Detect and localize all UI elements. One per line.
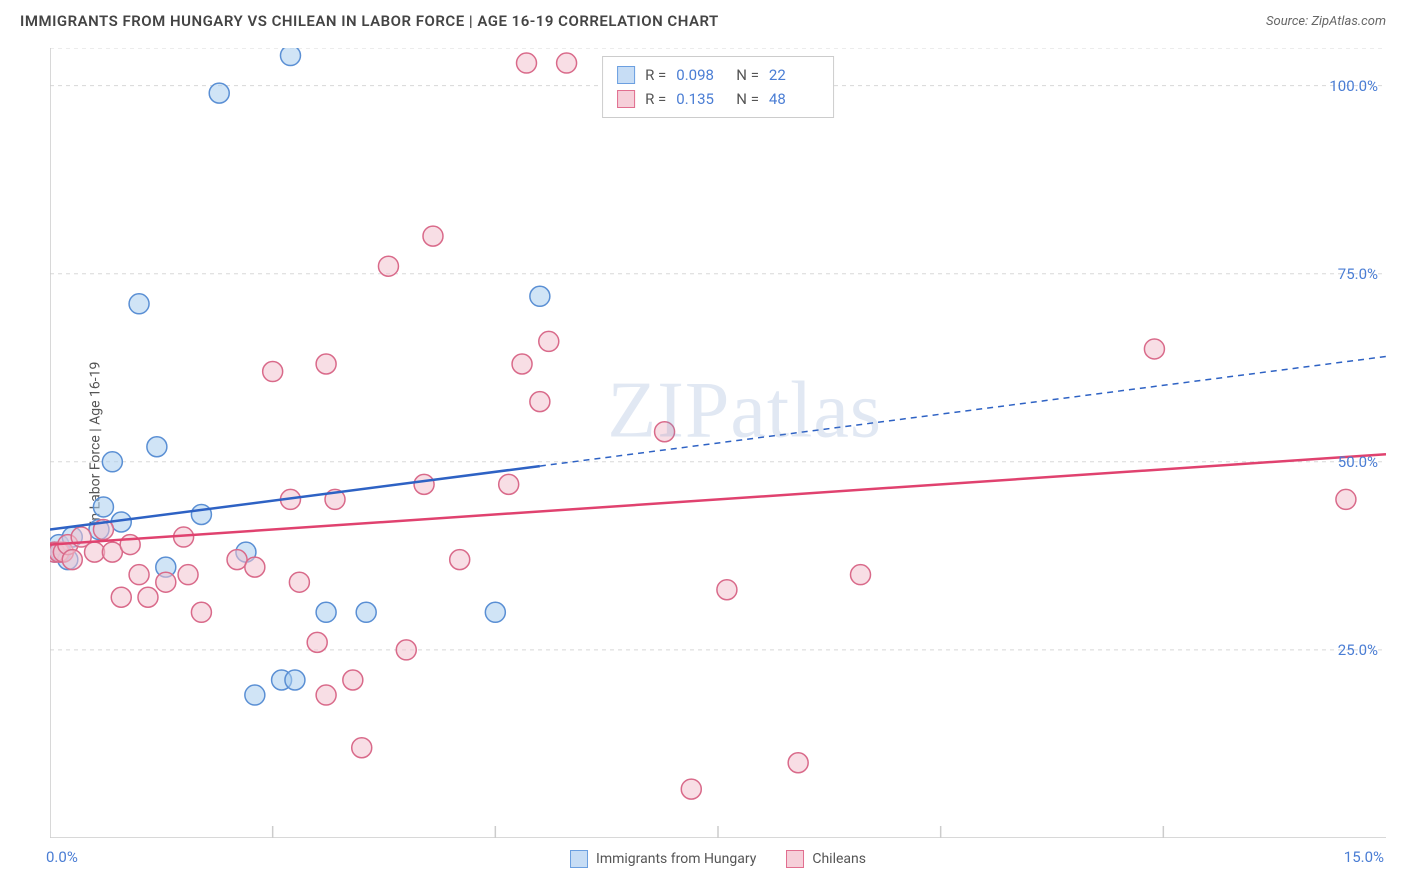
legend-item: Chileans	[786, 850, 866, 868]
source-label: Source: ZipAtlas.com	[1266, 14, 1386, 29]
x-axis-legend: Immigrants from Hungary Chileans	[570, 850, 866, 868]
stats-swatch	[617, 66, 635, 84]
x-axis-max: 15.0%	[1344, 848, 1384, 866]
chart-area: In Labor Force | Age 16-19 25.0%50.0%75.…	[50, 48, 1386, 838]
legend-swatch	[570, 850, 588, 868]
legend-swatch	[786, 850, 804, 868]
y-tick-label: 50.0%	[1338, 453, 1378, 471]
x-axis-min: 0.0%	[46, 848, 78, 866]
stats-legend: R =0.098 N =22 R =0.135 N =48	[602, 56, 834, 118]
y-tick-label: 100.0%	[1329, 77, 1378, 95]
scatter-plot	[50, 48, 1386, 838]
y-tick-label: 25.0%	[1338, 641, 1378, 659]
legend-item: Immigrants from Hungary	[570, 850, 756, 868]
stats-row: R =0.098 N =22	[617, 63, 819, 87]
stats-row: R =0.135 N =48	[617, 87, 819, 111]
y-tick-label: 75.0%	[1338, 265, 1378, 283]
stats-swatch	[617, 90, 635, 108]
chart-title: IMMIGRANTS FROM HUNGARY VS CHILEAN IN LA…	[20, 12, 719, 30]
